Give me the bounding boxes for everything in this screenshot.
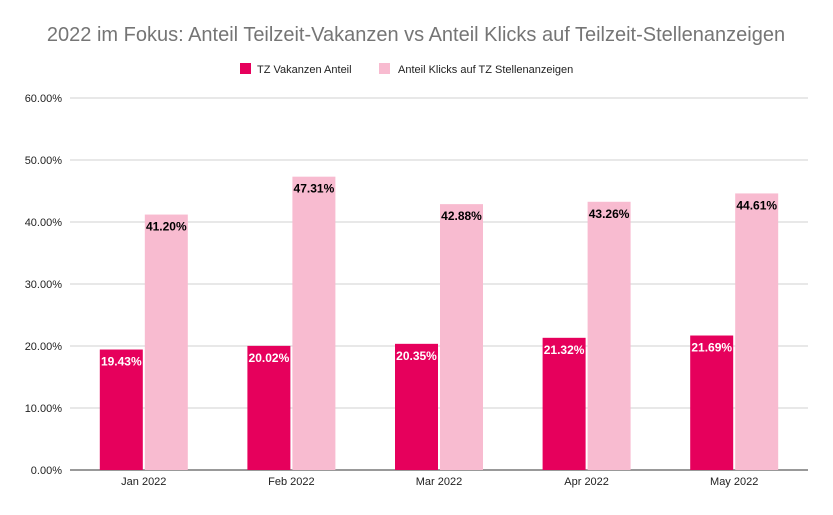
bar-tz-vakanzen <box>247 345 291 470</box>
data-label: 20.02% <box>249 351 290 365</box>
legend-swatch <box>379 63 390 74</box>
y-tick-label: 60.00% <box>25 93 63 105</box>
legend: TZ Vakanzen Anteil Anteil Klicks auf TZ S… <box>240 63 573 76</box>
chart-title: 2022 im Fokus: Anteil Teilzeit-Vakanzen … <box>47 24 785 46</box>
y-tick-label: 50.00% <box>25 155 63 167</box>
gridlines <box>70 97 808 471</box>
data-label: 44.61% <box>736 198 777 212</box>
bar-klicks-tz <box>292 176 336 471</box>
data-label: 42.88% <box>441 209 482 223</box>
x-tick-label: May 2022 <box>710 476 758 488</box>
y-axis: 0.00% 10.00% 20.00% 30.00% 40.00% 50.00% 60.00… <box>25 93 63 477</box>
legend-item[interactable]: TZ Vakanzen Anteil <box>240 63 352 76</box>
y-tick-label: 0.00% <box>31 465 62 477</box>
bar-tz-vakanzen <box>690 335 734 470</box>
y-tick-label: 30.00% <box>25 279 63 291</box>
bar-klicks-tz <box>735 193 779 470</box>
bars <box>99 176 779 471</box>
legend-label: Anteil Klicks auf TZ Stellenanzeigen <box>398 64 573 76</box>
x-tick-label: Mar 2022 <box>416 476 462 488</box>
bar-klicks-tz <box>144 214 188 470</box>
y-tick-label: 40.00% <box>25 217 63 229</box>
data-label: 41.20% <box>146 220 187 234</box>
data-label: 47.31% <box>294 182 335 196</box>
bar-tz-vakanzen <box>99 349 143 470</box>
data-label: 43.26% <box>589 207 630 221</box>
bar-klicks-tz <box>440 204 483 471</box>
legend-swatch <box>240 63 251 74</box>
bar-tz-vakanzen <box>542 337 586 470</box>
y-tick-label: 20.00% <box>25 341 63 353</box>
legend-label: TZ Vakanzen Anteil <box>257 64 352 76</box>
data-labels: 19.43% 41.20% 20.02% 47.31% 20.35% 42.88% 21.3… <box>101 182 777 369</box>
x-tick-label: Apr 2022 <box>564 476 609 488</box>
data-label: 21.32% <box>544 343 585 357</box>
x-tick-label: Feb 2022 <box>268 476 314 488</box>
data-label: 19.43% <box>101 355 142 369</box>
data-label: 20.35% <box>396 349 437 363</box>
x-tick-label: Jan 2022 <box>121 476 166 488</box>
x-axis: Jan 2022 Feb 2022 Mar 2022 Apr 2022 May 2022 <box>121 476 758 488</box>
y-tick-label: 10.00% <box>25 403 63 415</box>
bar-klicks-tz <box>587 201 631 470</box>
bar-tz-vakanzen <box>395 343 438 470</box>
legend-item[interactable]: Anteil Klicks auf TZ Stellenanzeigen <box>379 63 573 76</box>
data-label: 21.69% <box>691 341 732 355</box>
